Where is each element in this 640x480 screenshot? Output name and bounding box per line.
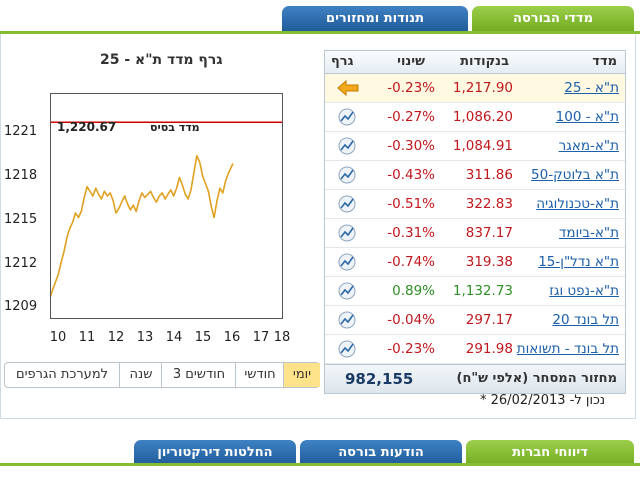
x-tick-label: 17 [252,330,270,345]
mini-graph-icon[interactable] [337,137,357,155]
index-value: 1,132.73 [452,283,513,299]
index-value: 297.17 [465,312,513,328]
tab-underline [0,31,640,34]
tab-turnover[interactable]: תנודות ומחזורים [282,6,468,32]
x-tick-label: 18 [273,330,291,345]
range-3months-button[interactable]: 3 חודשים [161,363,236,387]
tab-indices[interactable]: מדדי הבורסה [472,6,634,32]
mini-graph-icon[interactable] [337,195,357,213]
index-name-link[interactable]: ת"א נדל"ן-15 [538,254,619,270]
index-value: 1,217.90 [452,80,513,96]
index-name-link[interactable]: ת"א-מאגר [558,138,619,154]
chart-title: גרף מדד ת"א - 25 [100,52,223,68]
x-tick-label: 16 [223,330,241,345]
mini-graph-icon[interactable] [337,253,357,271]
y-tick-label: 1221 [4,124,38,139]
table-row: תל בונד - תשואות 291.98 -0.23% [325,335,625,364]
y-tick-label: 1209 [4,299,38,314]
x-tick-label: 15 [194,330,212,345]
tab-exchange-notices[interactable]: הודעות בורסה [300,440,462,466]
table-row: ת"א נדל"ן-15 319.38 -0.74% [325,248,625,277]
index-name-link[interactable]: ת"א-ביומד [558,225,619,241]
x-tick-label: 12 [107,330,125,345]
index-name-link[interactable]: ת"א בלוטק-50 [531,167,619,183]
header-points: בנקודות [460,54,509,69]
header-graph: גרף [331,54,354,69]
as-of-date: * נכון ל- 26/02/2013 [480,393,606,408]
table-row: ת"א-טכנולוגיה 322.83 -0.51% [325,190,625,219]
table-header: מדד בנקודות שינוי גרף [325,51,625,74]
turnover-footer: מחזור המסחר (אלפי ש"ח) 982,155 [325,364,625,393]
table-row: ת"א - 25 1,217.90 -0.23% [325,74,625,103]
index-change: -0.51% [387,196,435,212]
base-value-label: 1,220.67 [57,120,117,134]
y-tick-label: 1212 [4,256,38,271]
range-chart-system-button[interactable]: למערכת הגרפים [15,367,109,382]
index-change: -0.04% [387,312,435,328]
base-label: מדד בסיס [150,121,200,134]
index-value: 1,086.20 [452,109,513,125]
x-tick-label: 10 [49,330,67,345]
x-tick-label: 11 [78,330,96,345]
mini-graph-icon[interactable] [337,340,357,358]
index-value: 1,084.91 [452,138,513,154]
index-change: 0.89% [392,283,435,299]
index-change: -0.43% [387,167,435,183]
range-monthly-button[interactable]: חודשי [235,363,284,387]
table-row: ת"א-נפט וגז 1,132.73 0.89% [325,277,625,306]
index-change: -0.23% [387,341,435,357]
index-name-link[interactable]: תל בונד 20 [552,312,619,328]
index-value: 322.83 [465,196,513,212]
index-value: 837.17 [465,225,513,241]
y-tick-label: 1218 [4,168,38,183]
mini-graph-icon[interactable] [337,108,357,126]
index-value: 311.86 [465,167,513,183]
mini-graph-icon[interactable] [337,311,357,329]
index-change: -0.23% [387,80,435,96]
x-tick-label: 13 [136,330,154,345]
turnover-label: מחזור המסחר (אלפי ש"ח) [456,371,618,386]
index-name-link[interactable]: תל בונד - תשואות [516,341,619,357]
index-value: 291.98 [465,341,513,357]
selected-arrow-icon[interactable] [337,79,359,97]
turnover-value: 982,155 [345,370,414,388]
table-row: ת"א בלוטק-50 311.86 -0.43% [325,161,625,190]
range-year-button[interactable]: שנה [119,363,162,387]
table-row: ת"א - 100 1,086.20 -0.27% [325,103,625,132]
chart-plot-area [48,93,283,319]
index-change: -0.74% [387,254,435,270]
index-value: 319.38 [465,254,513,270]
chart-range-selector: למערכת הגרפים שנה 3 חודשים חודשי יומי [4,362,320,388]
index-name-link[interactable]: ת"א - 100 [555,109,619,125]
x-tick-label: 14 [165,330,183,345]
index-name-link[interactable]: ת"א-טכנולוגיה [536,196,619,212]
mini-graph-icon[interactable] [337,224,357,242]
bottom-tab-underline [0,463,640,466]
tab-board-decisions[interactable]: החלטות דירקטוריון [134,440,296,466]
index-name-link[interactable]: ת"א-נפט וגז [549,283,619,299]
index-name-link[interactable]: ת"א - 25 [564,80,619,96]
price-series-line [48,154,234,300]
table-row: ת"א-מאגר 1,084.91 -0.30% [325,132,625,161]
y-tick-label: 1215 [4,212,38,227]
index-change: -0.27% [387,109,435,125]
table-row: תל בונד 20 297.17 -0.04% [325,306,625,335]
table-row: ת"א-ביומד 837.17 -0.31% [325,219,625,248]
price-line-chart [48,121,282,300]
indices-table: מדד בנקודות שינוי גרף ת"א - 25 1,217.90 -0… [324,50,626,394]
mini-graph-icon[interactable] [337,166,357,184]
mini-graph-icon[interactable] [337,282,357,300]
tab-company-reports[interactable]: דיווחי חברות [466,440,634,466]
index-change: -0.31% [387,225,435,241]
index-change: -0.30% [387,138,435,154]
range-daily-button[interactable]: יומי [283,363,320,387]
header-index: מדד [592,54,617,69]
header-change: שינוי [397,54,425,69]
